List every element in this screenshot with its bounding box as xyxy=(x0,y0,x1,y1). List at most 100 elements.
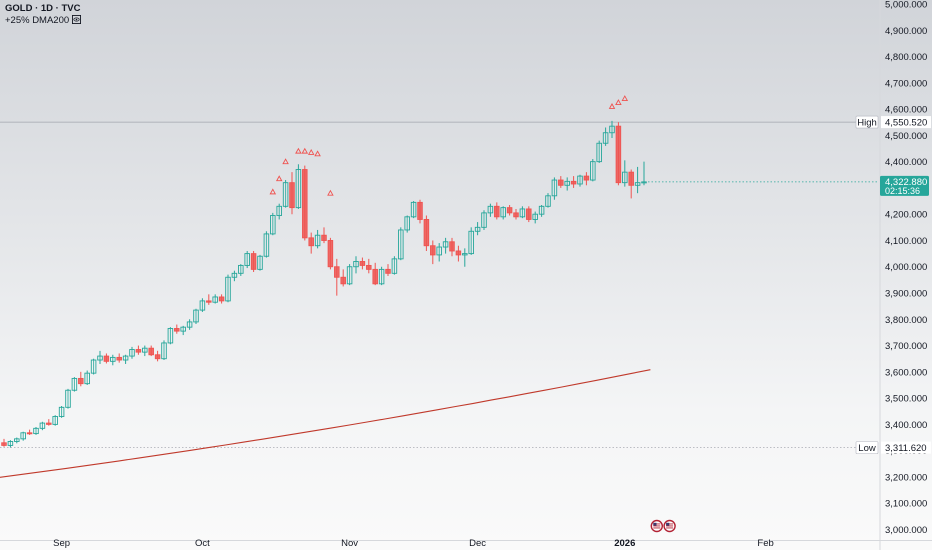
candle-body xyxy=(65,389,71,408)
price-tick-label: 4,400.000 xyxy=(885,157,927,168)
candle-body xyxy=(641,181,647,184)
candle-body xyxy=(225,276,231,302)
eye-icon[interactable] xyxy=(71,15,81,24)
price-tick-label: 3,400.000 xyxy=(885,420,927,431)
high-label-box xyxy=(855,115,879,129)
candle-body xyxy=(622,171,628,184)
candle-body xyxy=(238,264,244,274)
candle-body xyxy=(570,180,577,185)
candle-body xyxy=(84,372,90,385)
candle-body xyxy=(302,169,308,239)
us-flag-icon[interactable] xyxy=(650,519,663,533)
low-value-box xyxy=(881,441,931,454)
signal-marker xyxy=(295,147,302,154)
candle-body xyxy=(385,268,391,274)
ma200-line xyxy=(0,369,651,478)
price-tick-label: 3,700.000 xyxy=(885,341,927,352)
candle-body xyxy=(634,182,641,186)
candle-body xyxy=(378,268,385,285)
price-tick-label: 4,100.000 xyxy=(885,236,927,247)
time-tick-label: Sep xyxy=(53,538,70,549)
candle-body xyxy=(97,355,103,361)
candle-body xyxy=(46,422,52,425)
candle-body xyxy=(250,253,257,270)
candle-body xyxy=(410,201,417,218)
chart-legend: GOLD · 1D · TVC +25% DMA200 xyxy=(5,3,81,27)
low-label: Low xyxy=(858,443,876,454)
candle-body xyxy=(142,347,148,353)
candle-body xyxy=(71,377,78,391)
candle-body xyxy=(513,212,519,218)
price-tick-label: 3,100.000 xyxy=(885,499,927,510)
candle-body xyxy=(366,264,372,270)
candle-body xyxy=(372,268,378,285)
time-tick-label: Nov xyxy=(341,538,358,549)
candle-body xyxy=(14,438,20,442)
candle-body xyxy=(583,175,590,181)
candle-body xyxy=(500,207,506,218)
signal-marker xyxy=(301,147,309,154)
candle-body xyxy=(148,347,154,356)
low-label-box xyxy=(855,441,879,454)
price-tick-label: 4,600.000 xyxy=(885,105,927,116)
candle-body xyxy=(212,296,218,303)
candle-body xyxy=(327,240,334,268)
candle-body xyxy=(282,182,289,207)
candle-body xyxy=(481,212,487,228)
us-flag-icon[interactable] xyxy=(663,519,676,533)
candle-body xyxy=(110,356,116,362)
candle-body xyxy=(231,272,238,278)
high-label: High xyxy=(857,117,877,128)
candle-body xyxy=(1,442,7,446)
price-tick-label: 4,700.000 xyxy=(885,78,927,89)
candle-body xyxy=(487,205,494,214)
signal-marker xyxy=(314,150,321,157)
symbol-title[interactable]: GOLD · 1D · TVC xyxy=(5,3,81,14)
candle-body xyxy=(391,258,398,274)
candle-body xyxy=(462,253,468,256)
candle-body xyxy=(103,355,110,362)
candle-body xyxy=(577,175,583,185)
price-tick-label: 3,500.000 xyxy=(885,394,927,405)
candle-body xyxy=(526,208,532,220)
indicator-label: +25% DMA200 xyxy=(5,15,72,26)
time-tick-label: 2026 xyxy=(614,538,635,549)
high-value-box xyxy=(881,116,931,129)
candle-body xyxy=(122,355,129,361)
price-tick-label: 4,500.000 xyxy=(885,131,927,142)
candle-body xyxy=(295,169,302,209)
candle-body xyxy=(417,201,423,220)
candle-body xyxy=(442,241,449,248)
price-tick-label: 5,000.000 xyxy=(885,0,927,11)
signal-marker xyxy=(282,158,289,165)
candle-body xyxy=(244,253,250,266)
candle-body xyxy=(26,432,33,435)
candle-body xyxy=(506,207,513,214)
candle-body xyxy=(430,245,436,256)
candle-body xyxy=(39,422,46,429)
indicator-legend[interactable]: +25% DMA200 xyxy=(5,15,81,27)
price-tick-label: 4,200.000 xyxy=(885,210,927,221)
candle-body xyxy=(398,229,404,260)
signal-marker xyxy=(275,175,283,182)
candle-body xyxy=(20,432,26,440)
candle-body xyxy=(308,237,314,247)
candle-body xyxy=(590,161,596,181)
candle-body xyxy=(532,213,538,220)
candle-body xyxy=(7,441,14,446)
candle-body xyxy=(218,296,225,302)
candle-body xyxy=(167,328,174,344)
candle-body xyxy=(340,276,346,285)
price-tick-label: 3,800.000 xyxy=(885,315,927,326)
candle-body xyxy=(494,205,500,218)
price-tick-label: 3,900.000 xyxy=(885,289,927,300)
candle-body xyxy=(257,255,263,270)
price-tick-label: 4,000.000 xyxy=(885,262,927,273)
candle-body xyxy=(551,179,558,197)
candle-body xyxy=(174,328,180,332)
candle-body xyxy=(321,234,327,241)
candle-body xyxy=(52,416,58,425)
time-tick-label: Dec xyxy=(469,538,486,549)
candle-body xyxy=(289,182,295,209)
